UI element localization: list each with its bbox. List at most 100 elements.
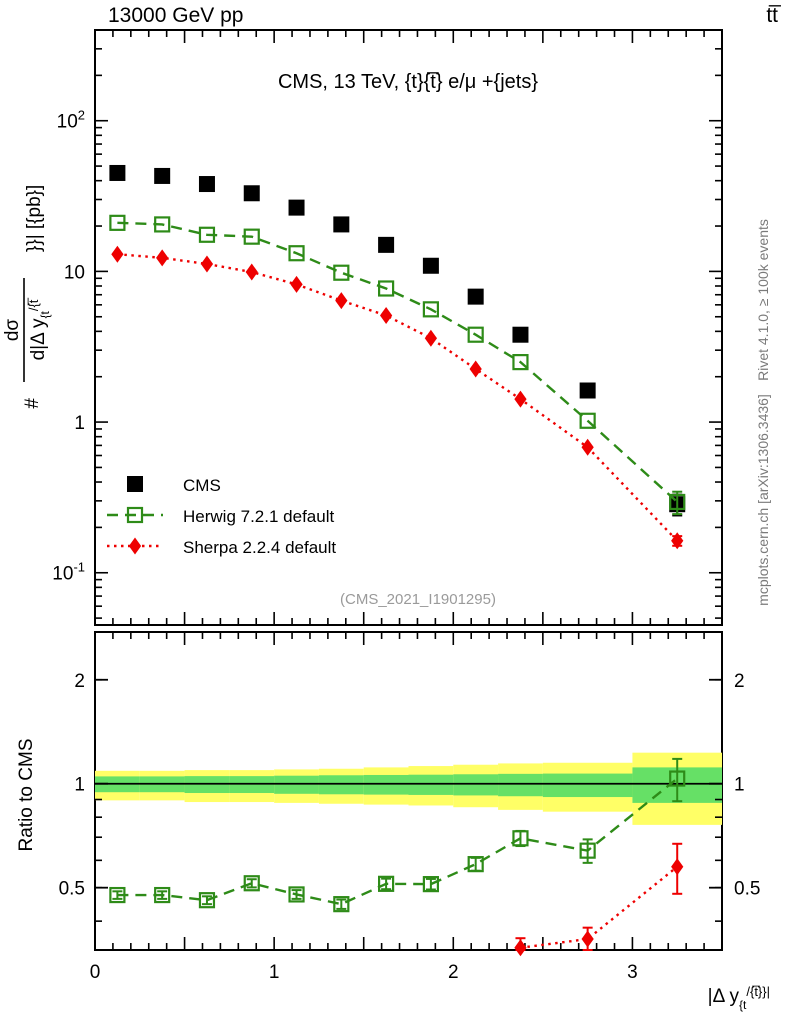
- main-ytick-label-mantissa: 10: [52, 564, 73, 585]
- marker-filled-diamond: [200, 255, 214, 273]
- main-ytick-label: 1: [74, 413, 85, 434]
- marker-filled-diamond: [581, 438, 594, 456]
- marker-filled-diamond: [514, 939, 527, 957]
- ratio-uncertainty-bands: [95, 752, 722, 825]
- marker-open-square: [467, 856, 484, 873]
- x-axis-tick-label: 1: [269, 962, 280, 983]
- x-axis-tick-label: 2: [448, 962, 459, 983]
- marker-open-square: [422, 876, 439, 893]
- main-data-series: [109, 164, 686, 550]
- main-ylabel-units: }}| [{pb}]: [24, 185, 45, 252]
- analysis-watermark: (CMS_2021_I1901295): [340, 591, 496, 608]
- ratio-ytick-label-right: 0.5: [734, 879, 760, 900]
- ratio-series-line: [520, 865, 678, 949]
- main-ylabel-den-sup: /{t̅: [26, 298, 41, 312]
- marker-filled-diamond: [469, 360, 482, 378]
- main-series-line: [117, 253, 679, 542]
- ratio-axis-ticks: [94, 632, 723, 950]
- marker-filled-diamond: [514, 390, 527, 408]
- main-ytick-label-mantissa: 10: [57, 112, 78, 133]
- x-axis-tick-label: 3: [627, 962, 638, 983]
- main-ylabel-den-sub: {t: [38, 310, 52, 318]
- marker-open-square: [198, 226, 216, 243]
- marker-filled-square: [422, 257, 439, 274]
- marker-open-square: [198, 892, 216, 909]
- marker-open-square: [288, 245, 305, 262]
- main-series-line: [117, 221, 679, 503]
- marker-open-square: [512, 830, 529, 847]
- main-ylabel-den-text: d|Δ y: [28, 318, 49, 360]
- marker-open-square: [512, 354, 529, 371]
- main-ylabel-prefix: #: [22, 398, 43, 409]
- marker-filled-square: [512, 326, 529, 343]
- marker-open-square: [333, 264, 350, 281]
- marker-filled-diamond: [128, 537, 142, 555]
- main-ytick-label: 10: [64, 262, 85, 283]
- marker-filled-square: [109, 164, 126, 181]
- main-ytick-label-exponent: -1: [73, 560, 85, 575]
- main-ytick-label: 102: [57, 108, 85, 133]
- legend-label: CMS: [183, 476, 221, 495]
- ratio-ytick-label: 1: [74, 775, 85, 796]
- ratio-ytick-labels: 2 2 1 1 0.5 0.5: [59, 671, 761, 900]
- marker-open-square: [109, 886, 126, 904]
- ratio-ytick-label-right: 2: [734, 671, 745, 692]
- marker-filled-square: [467, 288, 484, 305]
- marker-filled-square: [198, 176, 215, 193]
- x-axis-label-sub: {t: [739, 998, 747, 1012]
- marker-open-square: [467, 326, 484, 343]
- marker-open-square: [422, 301, 439, 318]
- sidebar-rivet-label: Rivet 4.1.0, ≥ 100k events: [755, 219, 771, 381]
- marker-open-square: [126, 506, 144, 524]
- ratio-ytick-label: 0.5: [59, 879, 85, 900]
- marker-filled-diamond: [335, 292, 348, 310]
- marker-filled-square: [378, 236, 395, 253]
- marker-open-square: [243, 228, 260, 245]
- main-ylabel-denominator: d|Δ y{t/{t̅: [26, 298, 52, 361]
- marker-filled-diamond: [245, 263, 258, 281]
- marker-filled-diamond: [379, 306, 393, 324]
- main-plot-frame: [94, 29, 723, 626]
- marker-open-square: [579, 842, 596, 859]
- ratio-band-segment: [498, 773, 543, 797]
- marker-filled-square: [579, 382, 596, 399]
- marker-filled-diamond: [290, 275, 303, 293]
- marker-filled-square: [127, 476, 143, 492]
- marker-open-square: [154, 886, 171, 904]
- marker-filled-square: [243, 185, 260, 202]
- header-process-label: tt̅: [766, 4, 782, 27]
- marker-open-square: [378, 875, 395, 892]
- marker-open-square: [154, 216, 171, 233]
- x-axis-label-sup: /{t̅}}|: [746, 984, 770, 999]
- legend-label: Sherpa 2.2.4 default: [183, 538, 336, 557]
- main-ytick-label: 10-1: [52, 560, 85, 585]
- marker-filled-diamond: [424, 329, 438, 347]
- x-axis-tick-label: 0: [90, 962, 101, 983]
- marker-filled-diamond: [671, 858, 684, 876]
- ratio-band-segment: [274, 775, 319, 794]
- marker-open-square: [243, 875, 260, 892]
- main-ylabel-numerator: dσ: [2, 319, 23, 342]
- legend-label: Herwig 7.2.1 default: [183, 507, 334, 526]
- legend: CMS Herwig 7.2.1 default Sherpa 2.2.4 defa…: [107, 476, 336, 557]
- sidebar-mcplots-label: mcplots.cern.ch [arXiv:1306.3436]: [755, 394, 771, 606]
- main-axis-ticks: [94, 29, 723, 625]
- marker-filled-diamond: [111, 245, 124, 263]
- marker-open-square: [288, 886, 305, 903]
- marker-filled-diamond: [156, 249, 169, 267]
- ratio-band-segment: [408, 774, 454, 795]
- ratio-data-series: [109, 757, 686, 957]
- main-ytick-label-mantissa: 10: [64, 262, 85, 283]
- header-beam-label: 13000 GeV pp: [108, 4, 243, 27]
- ratio-band-segment: [453, 774, 499, 796]
- marker-filled-diamond: [581, 930, 594, 948]
- marker-open-square: [109, 214, 126, 231]
- marker-open-square: [378, 280, 395, 297]
- ratio-band-segment: [542, 773, 633, 798]
- marker-filled-square: [288, 199, 305, 216]
- marker-open-square: [669, 493, 686, 511]
